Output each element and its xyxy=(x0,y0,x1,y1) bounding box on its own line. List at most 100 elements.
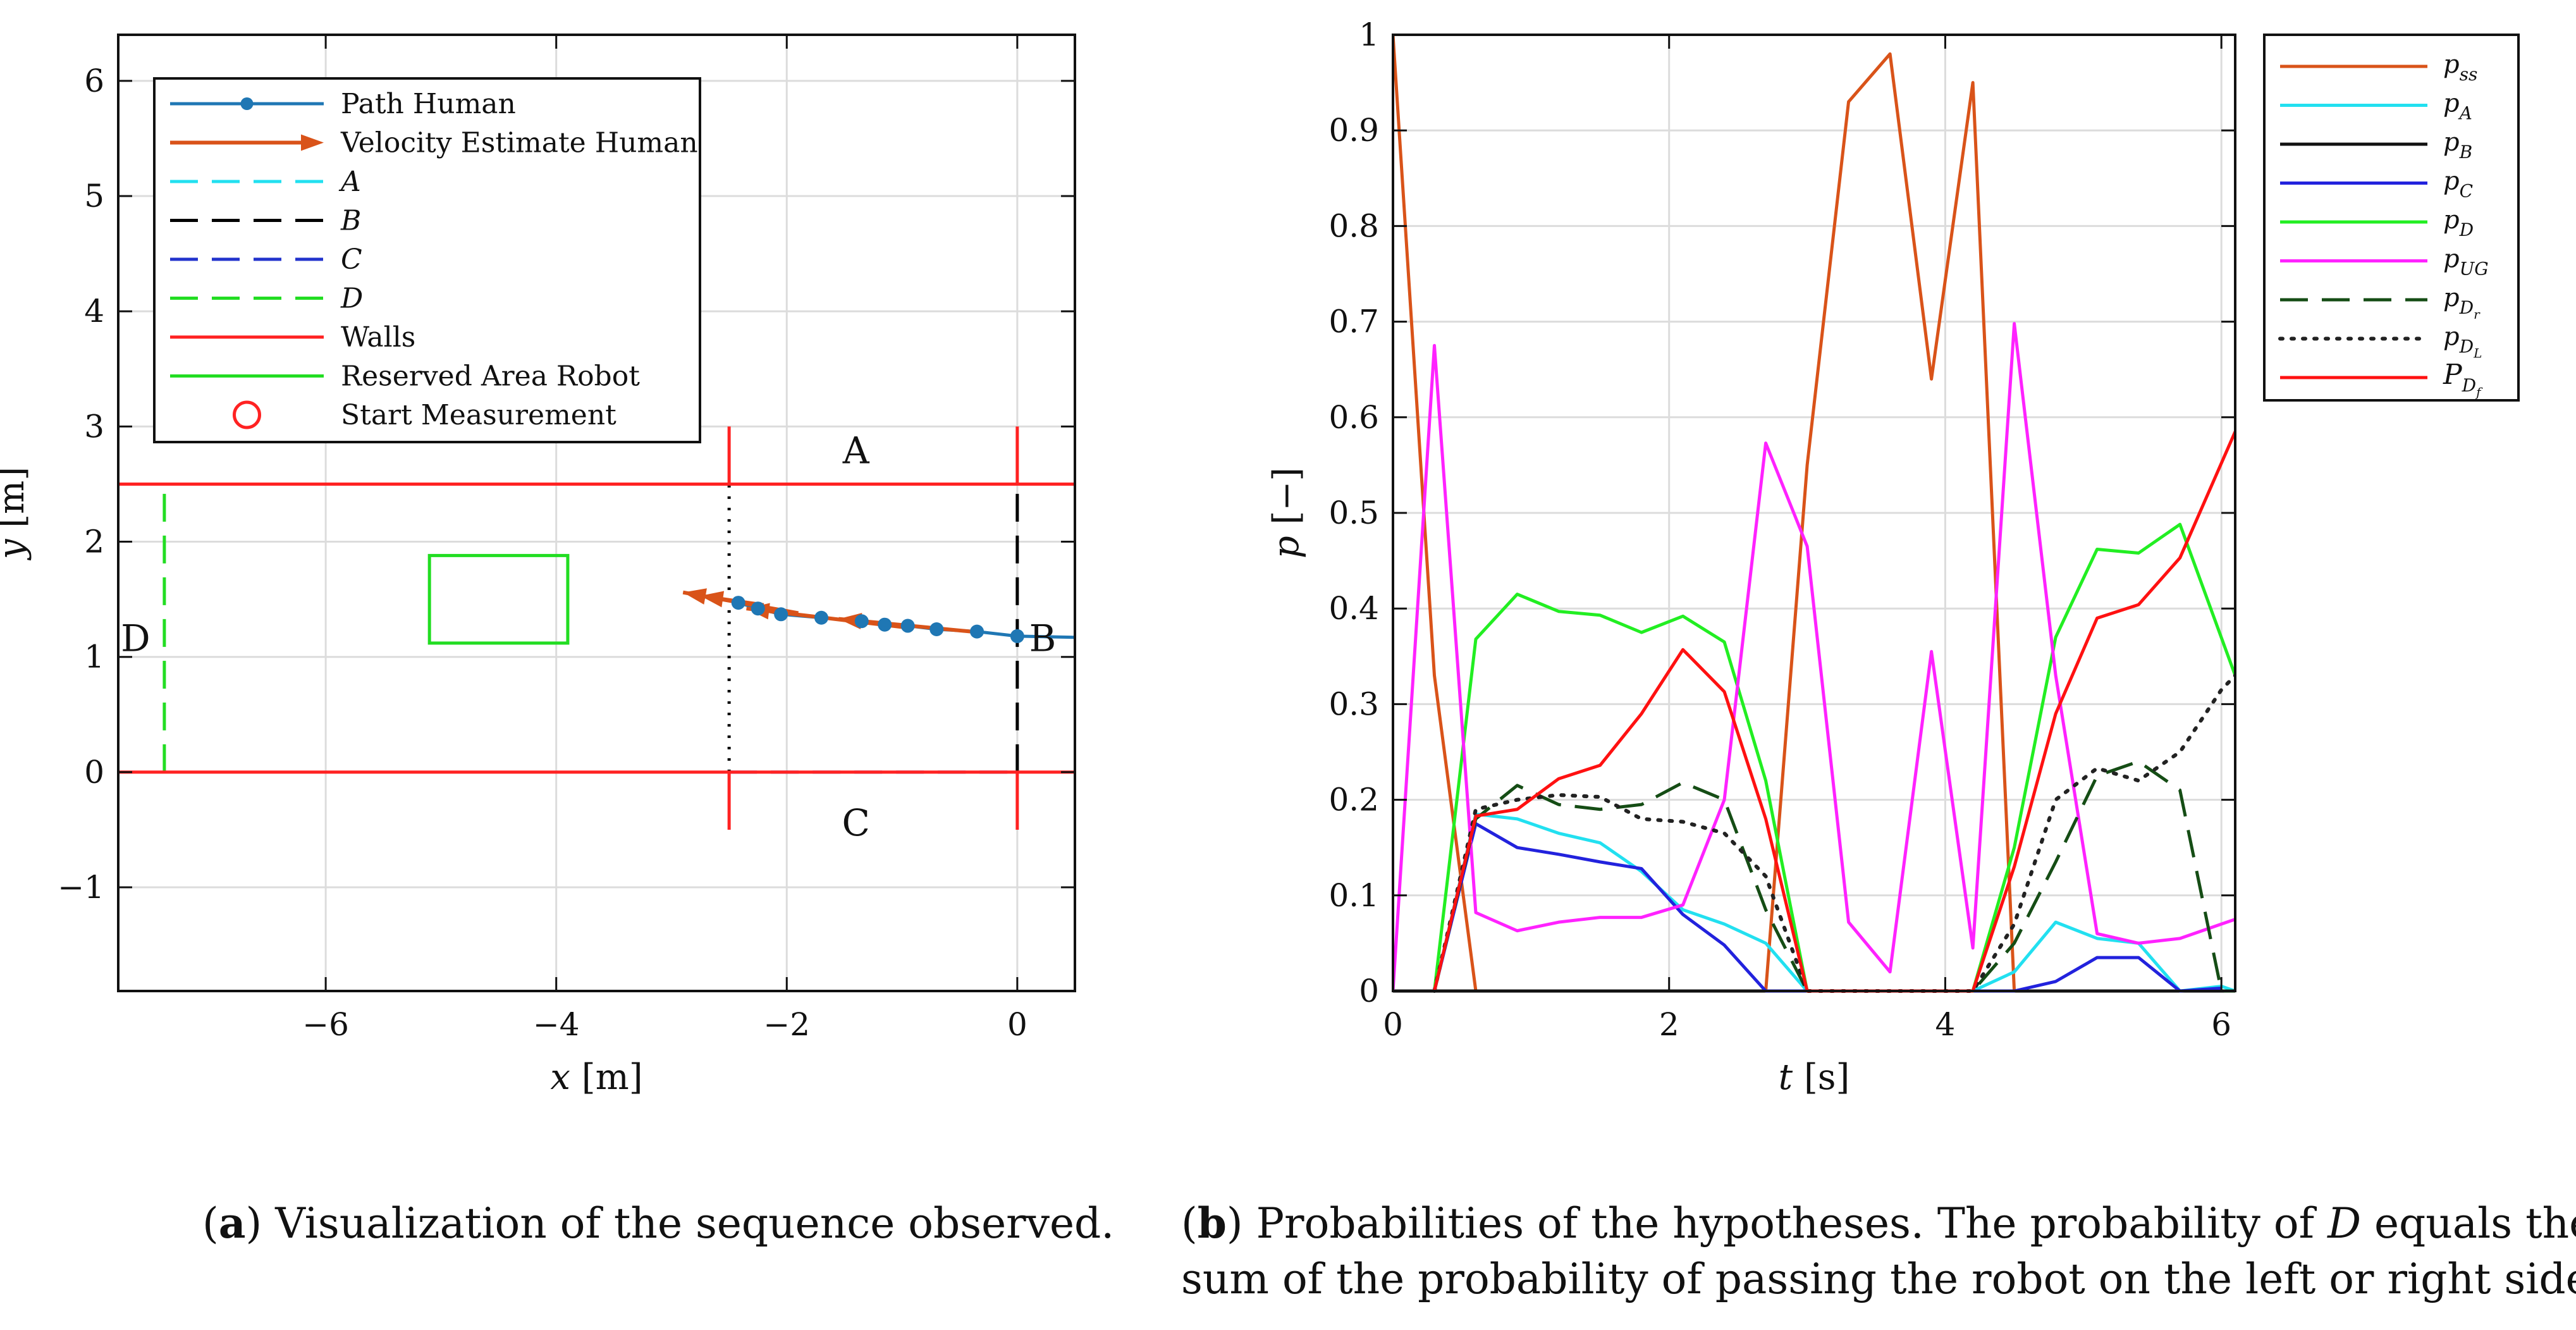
legend-label-series-6: pDr xyxy=(2443,283,2481,322)
zone-label-B: B xyxy=(1029,617,1057,660)
legend-symbol: p xyxy=(2443,283,2460,312)
legend-swatch-velocity-head xyxy=(301,134,324,151)
y-tick-label: 1 xyxy=(1359,16,1379,53)
y-tick-label: 0 xyxy=(84,754,104,791)
caption-b-line1-before: ) Probabilities of the hypotheses. The p… xyxy=(1226,1199,2328,1248)
series-line-6 xyxy=(1433,760,2235,993)
path-human-point xyxy=(814,610,828,625)
legend-label-3: B xyxy=(340,205,361,237)
legend-label-series-8: PDf xyxy=(2443,359,2483,400)
legend-subscript: ss xyxy=(2460,64,2478,85)
path-human-point xyxy=(929,622,944,636)
y-tick-label: 0.8 xyxy=(1328,207,1379,244)
legend-swatch-start-measurement xyxy=(233,400,261,429)
legend-label-series-5: pUG xyxy=(2443,245,2489,280)
series-line-7 xyxy=(1432,674,2235,993)
legend-symbol: P xyxy=(2443,359,2463,391)
x-axis-label: x [m] xyxy=(550,1057,642,1098)
path-human-point xyxy=(854,614,869,629)
x-axis-unit: [m] xyxy=(570,1057,643,1098)
legend-symbol: p xyxy=(2443,323,2460,352)
plot-area-a xyxy=(118,426,1075,830)
caption-a-letter: a xyxy=(218,1198,246,1248)
y-axis-unit: [m] xyxy=(0,467,32,539)
caption-a-text: ) Visualization of the sequence observed… xyxy=(245,1199,1115,1248)
series-line-8 xyxy=(1433,431,2235,993)
legend-subscript: D xyxy=(2459,297,2474,318)
y-tick-label: 0.4 xyxy=(1328,590,1379,627)
legend-subscript: D xyxy=(2462,375,2476,396)
path-human-point xyxy=(774,607,788,622)
y-axis-unit: [−] xyxy=(1266,467,1307,536)
y-tick-label: 2 xyxy=(84,524,104,560)
legend-box xyxy=(153,77,701,443)
legend-subscript: D xyxy=(2459,219,2474,240)
x-tick-label: 0 xyxy=(1383,1006,1403,1043)
legend-symbol: p xyxy=(2443,167,2460,196)
legend-label-8: Start Measurement xyxy=(341,399,616,431)
caption-a: (a) Visualization of the sequence observ… xyxy=(202,1198,1115,1248)
legend-symbol: p xyxy=(2443,89,2460,118)
caption-b-line1: (b) Probabilities of the hypotheses. The… xyxy=(1181,1195,2576,1252)
series-line-1 xyxy=(1433,812,2235,993)
y-axis-label: y [m] xyxy=(0,467,32,561)
series-line-0 xyxy=(1393,34,2016,993)
legend-label-5: D xyxy=(340,283,363,315)
legend-subscript: UG xyxy=(2460,259,2489,280)
legend-label-series-4: pD xyxy=(2443,206,2474,240)
y-tick-label: 0.9 xyxy=(1328,112,1379,149)
series-line-4 xyxy=(1433,522,2235,993)
y-tick-label: 3 xyxy=(84,408,104,445)
reserved-area-robot xyxy=(427,553,570,645)
legend-subscript: D xyxy=(2459,336,2474,357)
path-human-point xyxy=(1010,629,1024,643)
y-tick-label: 0.2 xyxy=(1328,782,1379,818)
legend-subscript: B xyxy=(2459,142,2473,163)
series-line-3 xyxy=(1433,822,2222,993)
x-tick-label: −4 xyxy=(533,1006,580,1043)
legend-subscript: A xyxy=(2458,103,2472,124)
caption-b: (b) Probabilities of the hypotheses. The… xyxy=(1181,1195,2576,1307)
legend-subsubscript: r xyxy=(2474,307,2481,322)
caption-b-line1-var: D xyxy=(2328,1199,2361,1248)
x-axis-label: t [s] xyxy=(1779,1057,1850,1098)
y-tick-label: 6 xyxy=(84,63,104,99)
zone-label-C: C xyxy=(842,801,869,844)
velocity-arrow-head xyxy=(683,588,707,605)
y-tick-label: 4 xyxy=(84,293,104,329)
y-tick-label: 0.6 xyxy=(1328,399,1379,436)
y-tick-label: 1 xyxy=(84,639,104,675)
legend-label-7: Reserved Area Robot xyxy=(341,360,640,393)
legend-label-series-1: pA xyxy=(2443,89,2472,124)
x-axis-var: t xyxy=(1779,1057,1793,1098)
y-tick-label: 0.3 xyxy=(1328,686,1379,722)
legend-label-0: Path Human xyxy=(341,88,516,120)
legend-swatch-path-human-marker xyxy=(240,97,254,110)
series-line-5 xyxy=(1393,322,2235,992)
x-tick-label: 0 xyxy=(1007,1006,1027,1043)
x-tick-label: 6 xyxy=(2211,1006,2231,1043)
axes-frame xyxy=(117,34,1076,992)
legend-label-6: Walls xyxy=(341,321,415,354)
legend-label-series-2: pB xyxy=(2443,128,2472,163)
path-human-point xyxy=(731,596,745,610)
path-human-point xyxy=(970,624,984,639)
velocity-arrow-head xyxy=(700,591,725,608)
y-axis-var: p xyxy=(1266,536,1307,558)
legend-label-1: Velocity Estimate Human xyxy=(340,127,698,159)
x-tick-label: 2 xyxy=(1659,1006,1679,1043)
y-tick-label: 0 xyxy=(1359,973,1379,1009)
caption-b-line2: sum of the probability of passing the ro… xyxy=(1181,1255,2576,1303)
legend-subscript: C xyxy=(2460,181,2473,202)
legend-symbol: p xyxy=(2443,50,2460,79)
path-human-point xyxy=(878,617,892,632)
legend-label-4: C xyxy=(341,243,362,276)
zone-label-D: D xyxy=(121,617,150,660)
x-tick-label: 4 xyxy=(1935,1006,1956,1043)
y-tick-label: 0.5 xyxy=(1328,495,1379,531)
x-tick-label: −2 xyxy=(763,1006,810,1043)
y-tick-label: 5 xyxy=(84,178,104,214)
legend-label-series-0: pss xyxy=(2443,50,2477,85)
